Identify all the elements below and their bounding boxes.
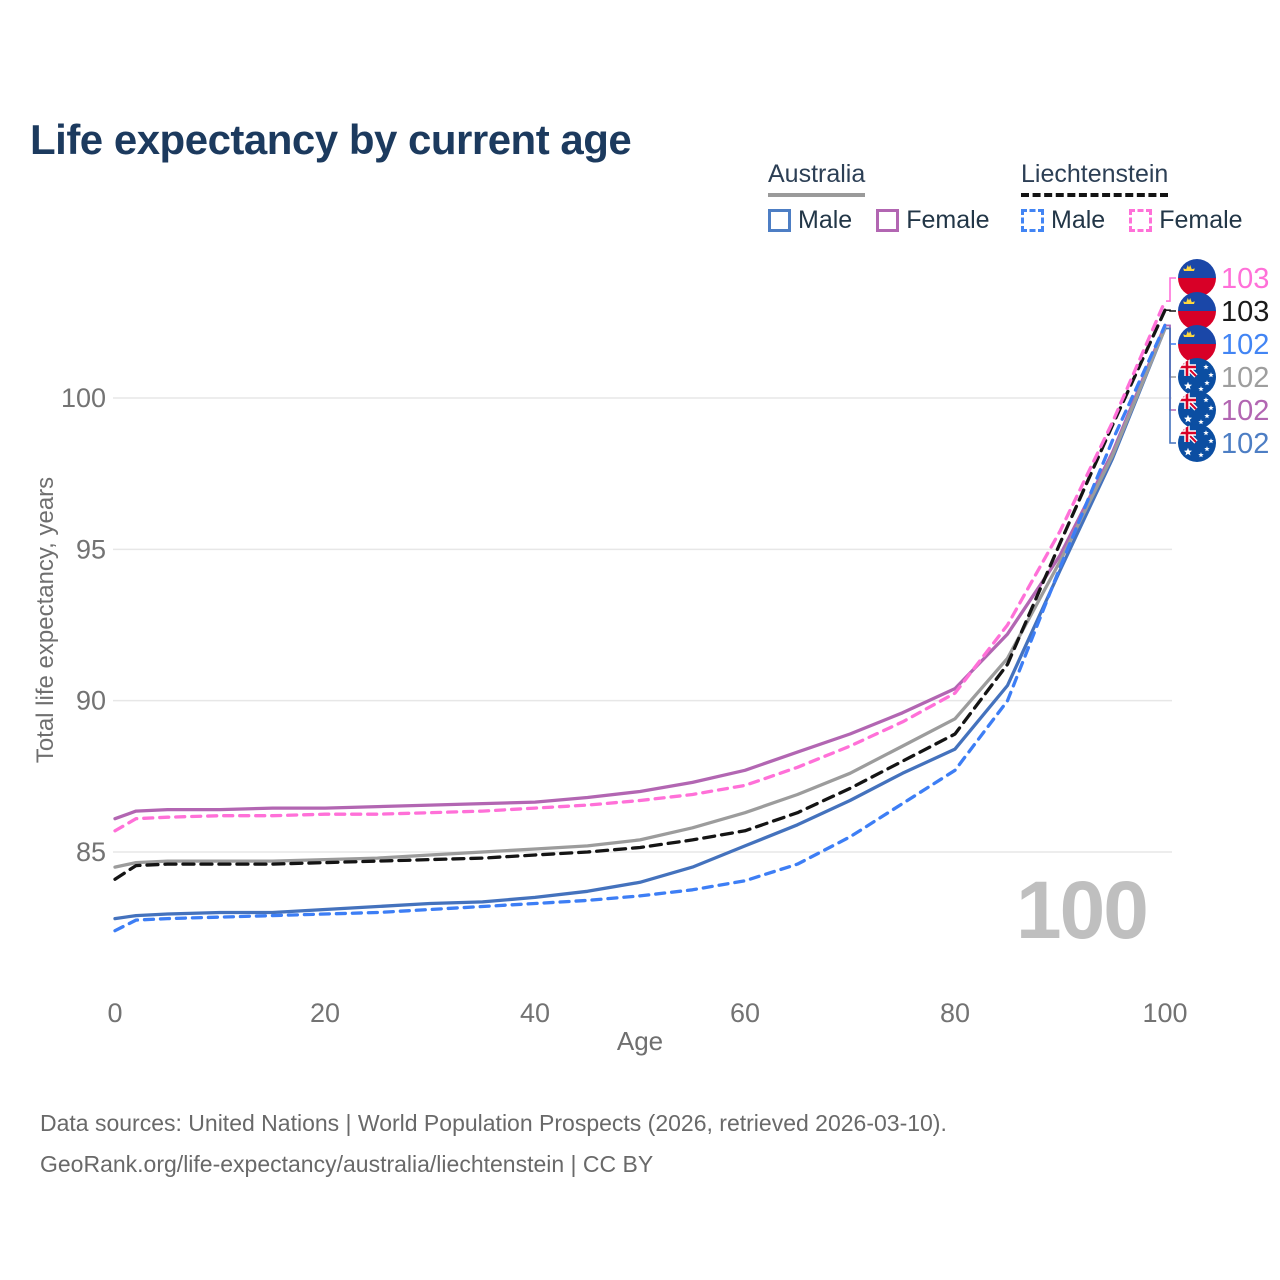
x-tick-60: 60 — [730, 998, 760, 1028]
end-label-connector-aus_all — [1166, 327, 1176, 378]
end-label-value-aus_all: 102 — [1221, 362, 1269, 394]
y-tick-100: 100 — [61, 383, 106, 413]
y-tick-85: 85 — [76, 837, 106, 867]
legend-item-australia-female[interactable]: Female — [876, 206, 990, 235]
legend-swatch-liechtenstein-male-icon — [1021, 209, 1044, 232]
end-label-value-lie_m: 102 — [1221, 329, 1269, 361]
legend-country-liechtenstein[interactable]: Liechtenstein — [1021, 160, 1169, 197]
legend-country-australia[interactable]: Australia — [768, 160, 866, 197]
x-tick-20: 20 — [310, 998, 340, 1028]
x-tick-40: 40 — [520, 998, 550, 1028]
legend-swatch-liechtenstein-female-icon — [1129, 209, 1153, 232]
legend-label-australia-male: Male — [798, 206, 853, 234]
series-line-lie_f[interactable] — [113, 299, 1167, 833]
series-line-aus_f[interactable] — [113, 323, 1167, 821]
end-label-value-lie_f: 103 — [1221, 263, 1269, 295]
series-line-aus_m[interactable] — [113, 326, 1167, 921]
end-label-value-lie_all: 103 — [1221, 296, 1269, 328]
end-label-aus_all[interactable]: 102 — [1177, 357, 1269, 396]
x-tick-0: 0 — [107, 998, 122, 1028]
legend-swatch-australia-male-icon — [768, 209, 791, 232]
hover-age-watermark: 100 — [1016, 865, 1149, 956]
legend-swatch-australia-female-icon — [876, 209, 900, 232]
legend-group-australia: Australia Male Female — [768, 160, 990, 235]
end-label-value-aus_m: 102 — [1221, 428, 1269, 460]
end-label-aus_m[interactable]: 102 — [1177, 423, 1269, 462]
australia-flag-icon — [1178, 358, 1216, 396]
legend-item-liechtenstein-male[interactable]: Male — [1021, 206, 1105, 235]
legend-item-liechtenstein-female[interactable]: Female — [1129, 206, 1243, 235]
australia-flag-icon — [1178, 424, 1216, 462]
legend-label-liechtenstein-female: Female — [1159, 206, 1243, 234]
footer-attribution: GeoRank.org/life-expectancy/australia/li… — [40, 1151, 654, 1177]
liechtenstein-flag-icon — [1178, 325, 1216, 363]
x-tick-80: 80 — [940, 998, 970, 1028]
end-label-connector-aus_m — [1166, 327, 1176, 444]
end-label-value-aus_f: 102 — [1221, 395, 1269, 427]
end-label-lie_m[interactable]: 102 — [1178, 325, 1269, 363]
x-axis-title: Age — [616, 1026, 664, 1056]
end-label-lie_all[interactable]: 103 — [1178, 292, 1269, 330]
y-tick-95: 95 — [76, 534, 106, 564]
series-line-aus_all[interactable] — [113, 326, 1167, 869]
series-line-lie_all[interactable] — [113, 308, 1167, 881]
end-label-connector-lie_f — [1166, 277, 1176, 302]
footer-data-sources: Data sources: United Nations | World Pop… — [40, 1110, 947, 1136]
series-line-lie_m[interactable] — [113, 323, 1167, 933]
end-label-lie_f[interactable]: 103 — [1178, 259, 1269, 297]
liechtenstein-flag-icon — [1178, 259, 1216, 297]
liechtenstein-flag-icon — [1178, 292, 1216, 330]
legend-item-australia-male[interactable]: Male — [768, 206, 852, 235]
end-label-connector-lie_all — [1166, 309, 1176, 312]
legend-label-australia-female: Female — [906, 206, 990, 234]
end-label-aus_f[interactable]: 102 — [1177, 390, 1269, 429]
page-title: Life expectancy by current age — [30, 116, 632, 164]
y-tick-90: 90 — [76, 686, 106, 716]
australia-flag-icon — [1178, 391, 1216, 429]
legend-group-liechtenstein: Liechtenstein Male Female — [1021, 160, 1243, 235]
x-tick-100: 100 — [1142, 998, 1187, 1028]
legend-label-liechtenstein-male: Male — [1051, 206, 1106, 234]
